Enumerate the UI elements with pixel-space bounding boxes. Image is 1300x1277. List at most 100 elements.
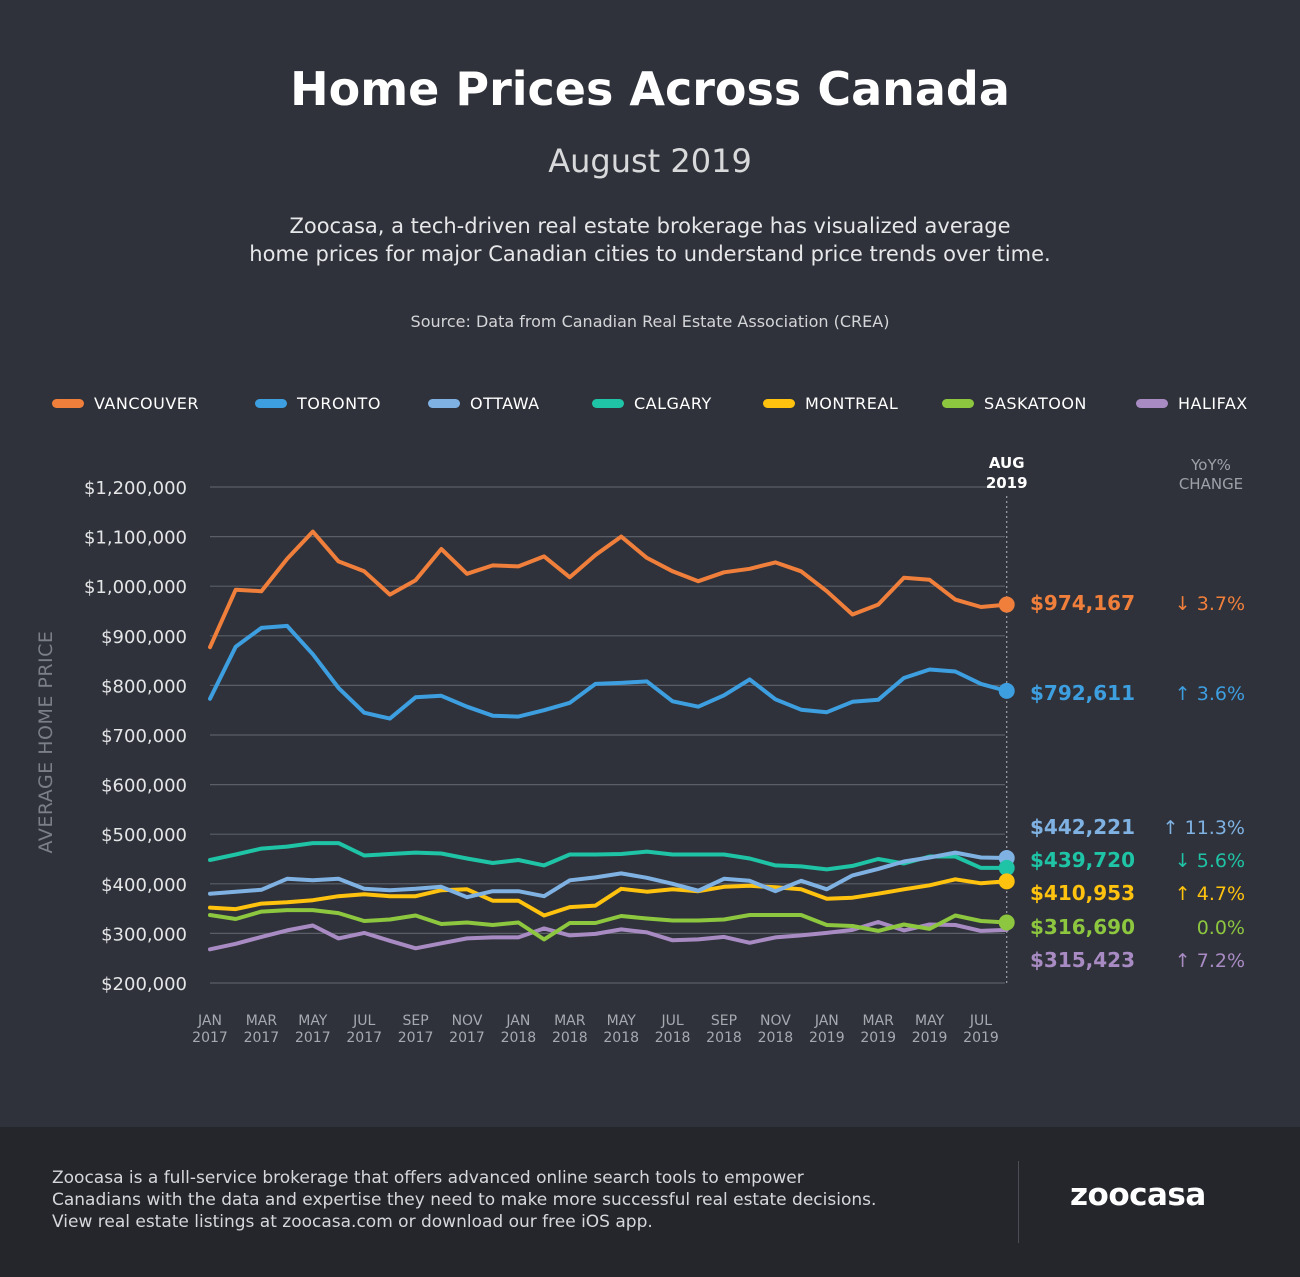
end-point-saskatoon <box>998 914 1015 931</box>
legend-label: TORONTO <box>297 393 381 413</box>
x-tick-label-year: 2017 <box>244 1030 280 1046</box>
x-tick-label-month: MAY <box>607 1013 637 1029</box>
final-value-ottawa: $442,221 <box>1030 815 1135 839</box>
legend-item-saskatoon: SASKATOON <box>942 392 1087 414</box>
x-tick-label-year: 2017 <box>398 1030 434 1046</box>
x-tick-label-year: 2019 <box>912 1030 948 1046</box>
final-value-vancouver: $974,167 <box>1030 591 1135 615</box>
x-tick-label-year: 2018 <box>706 1030 742 1046</box>
legend-swatch <box>428 398 460 408</box>
legend-swatch <box>1136 398 1168 408</box>
series-line-halifax <box>208 920 1009 952</box>
y-tick-label: $900,000 <box>101 627 187 648</box>
x-tick-label-month: SEP <box>711 1013 737 1029</box>
yoy-change-ottawa: ↑ 11.3% <box>1163 817 1245 839</box>
end-point-toronto <box>998 682 1015 699</box>
source-note: Source: Data from Canadian Real Estate A… <box>410 312 890 331</box>
final-value-halifax: $315,423 <box>1030 948 1135 972</box>
zoocasa-logo[interactable]: zoocasa <box>1070 1177 1206 1213</box>
y-tick-label: $300,000 <box>101 924 187 945</box>
series-line-calgary <box>208 841 1009 872</box>
yoy-change-toronto: ↑ 3.6% <box>1175 683 1245 705</box>
x-tick-label-year: 2019 <box>809 1030 845 1046</box>
legend-item-halifax: HALIFAX <box>1136 392 1248 414</box>
x-tick-label-year: 2017 <box>192 1030 228 1046</box>
x-tick-label-month: JAN <box>197 1013 222 1029</box>
yoy-header-line-1: YoY% <box>1190 456 1231 474</box>
end-point-calgary <box>998 859 1015 876</box>
series-line-ottawa <box>208 850 1009 900</box>
yoy-header-line-2: CHANGE <box>1179 475 1243 493</box>
x-tick-label-month: MAR <box>554 1013 586 1029</box>
footer-divider <box>1018 1161 1019 1243</box>
x-tick-label-year: 2017 <box>346 1030 382 1046</box>
x-tick-label-month: JAN <box>814 1013 839 1029</box>
description: Zoocasa, a tech-driven real estate broke… <box>150 212 1150 268</box>
y-tick-label: $200,000 <box>101 974 187 995</box>
footer-text: Zoocasa is a full-service brokerage that… <box>52 1167 982 1233</box>
legend-item-ottawa: OTTAWA <box>428 392 540 414</box>
page-subtitle: August 2019 <box>548 142 752 180</box>
legend-label: OTTAWA <box>470 393 540 413</box>
legend-label: VANCOUVER <box>94 393 199 413</box>
description-line-1: Zoocasa, a tech-driven real estate broke… <box>289 214 1011 238</box>
yoy-change-halifax: ↑ 7.2% <box>1175 950 1245 972</box>
footer: Zoocasa is a full-service brokerage that… <box>0 1127 1300 1277</box>
x-tick-label-month: MAY <box>915 1013 945 1029</box>
legend-swatch <box>763 398 795 408</box>
end-point-vancouver <box>998 596 1015 613</box>
final-value-toronto: $792,611 <box>1030 681 1135 705</box>
yoy-change-montreal: ↑ 4.7% <box>1175 883 1245 905</box>
end-point-montreal <box>998 873 1015 890</box>
legend-label: SASKATOON <box>984 393 1087 413</box>
legend-label: MONTREAL <box>805 393 899 413</box>
x-tick-label-month: NOV <box>452 1013 483 1029</box>
x-tick-label-month: SEP <box>403 1013 429 1029</box>
x-tick-label-month: MAR <box>246 1013 278 1029</box>
yoy-change-calgary: ↓ 5.6% <box>1175 850 1245 872</box>
x-tick-label-month: JUL <box>352 1013 375 1029</box>
footer-line-2: Canadians with the data and expertise th… <box>52 1190 877 1210</box>
y-tick-label: $800,000 <box>101 676 187 697</box>
x-tick-label-month: JUL <box>661 1013 684 1029</box>
x-tick-label-year: 2019 <box>860 1030 896 1046</box>
legend-swatch <box>942 398 974 408</box>
current-year-label: 2019 <box>986 474 1028 492</box>
legend-item-calgary: CALGARY <box>592 392 712 414</box>
yoy-change-saskatoon: 0.0% <box>1197 917 1245 939</box>
x-tick-label-year: 2018 <box>603 1030 639 1046</box>
legend-swatch <box>52 398 84 408</box>
yoy-change-vancouver: ↓ 3.7% <box>1175 593 1245 615</box>
y-axis-title: AVERAGE HOME PRICE <box>35 631 57 854</box>
y-tick-label: $1,100,000 <box>84 528 187 549</box>
y-tick-label: $600,000 <box>101 776 187 797</box>
final-value-calgary: $439,720 <box>1030 848 1135 872</box>
footer-line-3: View real estate listings at zoocasa.com… <box>52 1212 653 1232</box>
x-tick-label-year: 2018 <box>655 1030 691 1046</box>
footer-line-1: Zoocasa is a full-service brokerage that… <box>52 1168 804 1188</box>
series-line-saskatoon <box>208 908 1009 942</box>
y-tick-label: $400,000 <box>101 875 187 896</box>
legend-swatch <box>592 398 624 408</box>
x-tick-label-month: MAR <box>863 1013 895 1029</box>
x-tick-label-month: MAY <box>298 1013 328 1029</box>
x-tick-label-month: JAN <box>505 1013 530 1029</box>
legend-label: CALGARY <box>634 393 712 413</box>
series-line-vancouver <box>208 529 1009 650</box>
legend-item-vancouver: VANCOUVER <box>52 392 199 414</box>
y-tick-label: $500,000 <box>101 825 187 846</box>
y-tick-label: $700,000 <box>101 726 187 747</box>
x-tick-label-year: 2018 <box>552 1030 588 1046</box>
x-tick-label-year: 2019 <box>963 1030 999 1046</box>
description-line-2: home prices for major Canadian cities to… <box>249 242 1051 266</box>
series-line-montreal <box>208 877 1009 918</box>
legend-swatch <box>255 398 287 408</box>
final-value-montreal: $410,953 <box>1030 881 1135 905</box>
x-tick-label-year: 2018 <box>501 1030 537 1046</box>
x-tick-label-year: 2017 <box>295 1030 331 1046</box>
y-tick-label: $1,200,000 <box>84 478 187 499</box>
legend-item-toronto: TORONTO <box>255 392 381 414</box>
final-value-saskatoon: $316,690 <box>1030 915 1135 939</box>
series-line-toronto <box>208 623 1009 721</box>
legend-label: HALIFAX <box>1178 393 1248 413</box>
